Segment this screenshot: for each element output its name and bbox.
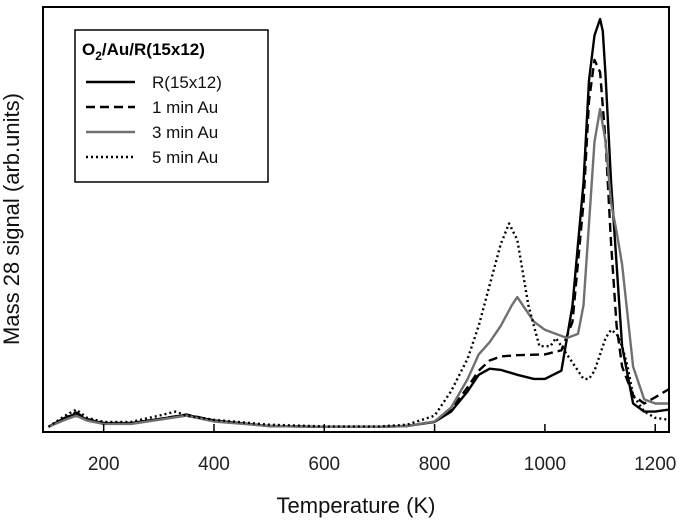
legend-title-main: O	[82, 40, 95, 59]
x-tick-label-1200: 1200	[634, 454, 676, 475]
x-tick-label-400: 400	[198, 454, 230, 475]
series-line-2	[47, 58, 670, 428]
legend-title-rest: /Au/R(15x12)	[102, 40, 205, 59]
x-tick-label-600: 600	[308, 454, 340, 475]
x-tick-label-1000: 1000	[524, 454, 566, 475]
x-tick-label-800: 800	[419, 454, 451, 475]
x-axis-title: Temperature (K)	[277, 493, 436, 518]
x-tick-label-200: 200	[88, 454, 120, 475]
legend: O2/Au/R(15x12) R(15x12) 1 min Au 3 min Au 5…	[74, 29, 269, 183]
series-line-3	[48, 107, 669, 428]
legend-entries: R(15x12) 1 min Au 3 min Au 5 min Au	[86, 73, 222, 167]
legend-label-1: R(15x12)	[152, 73, 222, 92]
legend-title: O2/Au/R(15x12)	[82, 40, 205, 63]
series-layer	[47, 17, 670, 428]
legend-label-3: 3 min Au	[152, 123, 218, 142]
y-axis-title: Mass 28 signal (arb.units)	[0, 93, 24, 345]
legend-title-sub: 2	[95, 49, 102, 63]
plot-frame	[42, 6, 670, 433]
legend-label-4: 5 min Au	[152, 148, 218, 167]
series-line-4	[47, 222, 670, 428]
ticks-layer: 200 400 600 800 1000 1200	[88, 424, 676, 475]
legend-label-2: 1 min Au	[152, 98, 218, 117]
